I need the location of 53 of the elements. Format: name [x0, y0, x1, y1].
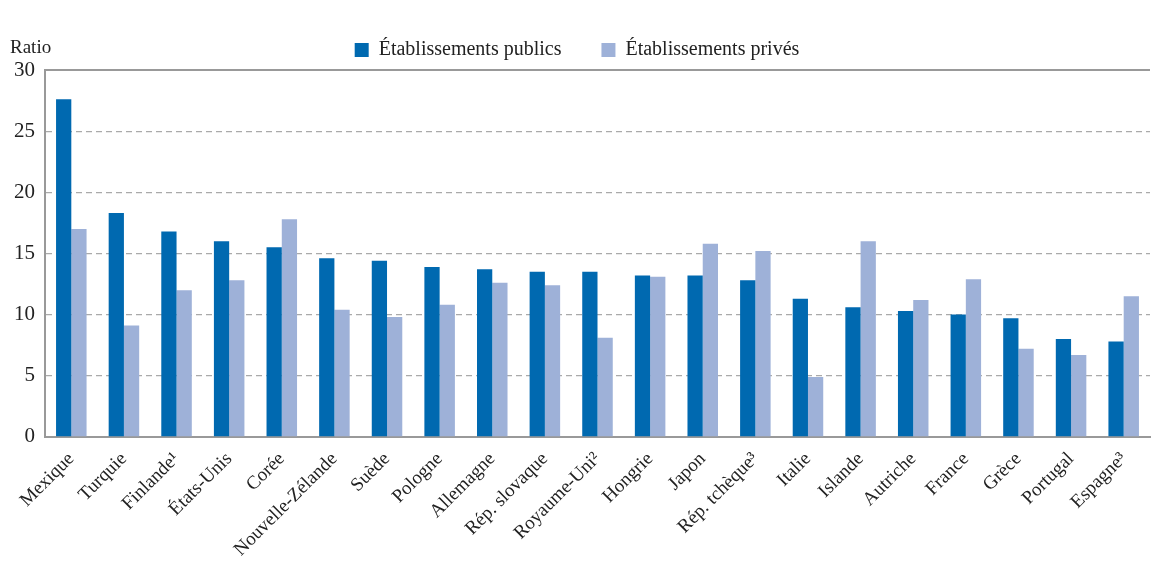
- bar: [387, 317, 403, 437]
- y-axis-title: Ratio: [10, 36, 52, 58]
- y-tick-label: 5: [24, 362, 35, 387]
- bar: [56, 99, 72, 437]
- bar: [544, 285, 561, 437]
- x-tick-label: Italie: [771, 447, 815, 490]
- bar: [897, 310, 914, 437]
- y-tick-label: 10: [14, 301, 35, 326]
- bar: [845, 307, 861, 437]
- bar: [492, 282, 508, 437]
- bar: [123, 325, 140, 437]
- bar: [71, 228, 87, 437]
- bar: [1003, 318, 1019, 437]
- bar: [334, 309, 350, 437]
- bar: [582, 271, 598, 437]
- bar: [740, 280, 756, 437]
- bar: [965, 279, 982, 437]
- bar: [477, 269, 493, 437]
- bar: [1108, 341, 1124, 437]
- bar: [1055, 339, 1072, 437]
- bar: [529, 271, 545, 437]
- bar: [597, 337, 613, 437]
- bar: [913, 299, 929, 437]
- bar: [371, 260, 388, 437]
- bar: [807, 376, 824, 437]
- bar: [1018, 348, 1034, 437]
- bar: [634, 275, 651, 437]
- bar: [702, 243, 718, 437]
- y-tick-label: 0: [24, 423, 35, 448]
- bar: [792, 298, 808, 437]
- bar: [229, 280, 245, 437]
- bar: [650, 276, 666, 437]
- bar: [439, 304, 455, 437]
- y-tick-label: 15: [14, 239, 35, 264]
- bar: [950, 314, 966, 437]
- bar: [755, 251, 771, 437]
- legend-label: Établissements privés: [625, 37, 800, 61]
- bar: [213, 241, 230, 437]
- bar: [281, 219, 298, 437]
- bar: [860, 241, 876, 437]
- bar: [266, 247, 282, 437]
- legend-label: Établissements publics: [378, 37, 562, 61]
- bar: [161, 231, 177, 437]
- bar: [1071, 354, 1087, 437]
- bar: [108, 213, 124, 437]
- bar: [687, 275, 703, 437]
- bar: [424, 266, 440, 437]
- y-tick-label: 30: [14, 56, 35, 81]
- bar: [319, 258, 335, 437]
- bar: [176, 290, 192, 437]
- y-tick-label: 25: [14, 117, 35, 142]
- bar: [1123, 296, 1139, 437]
- y-tick-label: 20: [14, 178, 35, 203]
